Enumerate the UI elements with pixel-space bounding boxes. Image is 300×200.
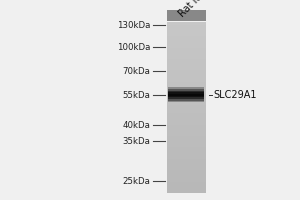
Text: 40kDa: 40kDa [122,120,150,130]
Bar [167,156,206,159]
Bar [167,110,206,113]
Bar [167,42,206,45]
Text: 25kDa: 25kDa [122,176,150,186]
Bar [167,124,206,127]
Bar [167,50,206,53]
Bar [167,82,206,85]
Bar [167,144,206,147]
Bar [167,176,206,179]
Bar [167,70,206,73]
Text: 70kDa: 70kDa [122,66,150,75]
Bar [167,153,206,156]
Bar [167,56,206,59]
Bar [167,36,206,39]
Text: 130kDa: 130kDa [117,21,150,29]
Bar [167,84,206,88]
Bar [167,62,206,65]
Bar [167,142,206,145]
Bar [167,187,206,190]
Bar [167,147,206,150]
Text: 55kDa: 55kDa [122,90,150,99]
Bar [167,184,206,187]
Bar [167,164,206,167]
Bar [167,25,206,28]
Bar [167,67,206,70]
Bar [167,181,206,184]
Bar [167,159,206,162]
Bar [167,73,206,76]
Bar [167,102,206,105]
Bar [167,96,206,99]
Bar [167,170,206,173]
Bar [167,127,206,130]
Bar [167,173,206,176]
Bar [168,91,204,92]
Bar [167,136,206,139]
Bar [167,133,206,136]
Bar [167,90,206,93]
Bar [167,27,206,31]
Bar [168,99,204,101]
Bar [168,87,204,89]
Bar [167,93,206,96]
Bar [167,53,206,56]
Bar [167,161,206,164]
Bar [167,99,206,102]
Bar [167,22,206,25]
Bar [167,113,206,116]
Text: 35kDa: 35kDa [122,136,150,146]
Bar [167,167,206,170]
Bar [167,47,206,50]
Bar [167,122,206,125]
Bar [168,94,204,96]
Bar [167,65,206,68]
Bar [167,116,206,119]
Text: 100kDa: 100kDa [117,43,150,51]
Bar [167,76,206,79]
Bar [167,79,206,82]
Bar [167,130,206,133]
Bar [167,190,206,193]
Bar [167,104,206,108]
Bar [167,139,206,142]
Bar [167,10,206,21]
Bar [168,101,204,102]
Bar [168,96,204,97]
Bar [167,150,206,153]
Text: Rat lung: Rat lung [177,0,214,19]
Bar [167,179,206,182]
Bar [167,30,206,33]
Bar [167,45,206,48]
Bar [167,33,206,36]
Text: SLC29A1: SLC29A1 [213,90,256,100]
Bar [167,107,206,110]
Bar [168,89,204,91]
Bar [168,97,204,99]
Bar [167,59,206,62]
Bar [167,87,206,90]
Bar [168,92,204,94]
Bar [167,39,206,42]
Bar [167,119,206,122]
